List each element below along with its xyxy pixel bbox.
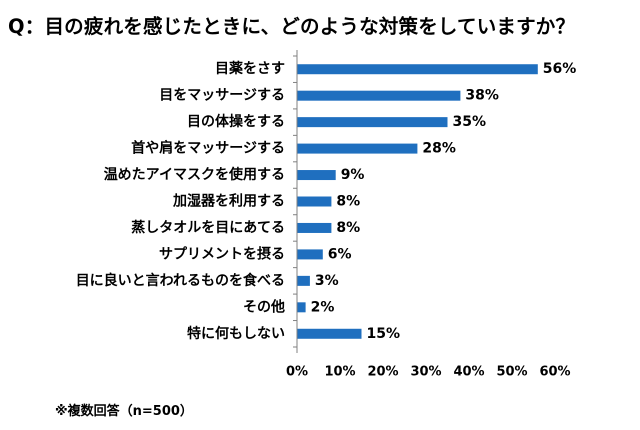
x-tick-label: 30%: [410, 365, 441, 380]
bar: [297, 196, 332, 207]
category-label: 目の体操をする: [187, 113, 285, 130]
x-tick-label: 60%: [539, 365, 570, 380]
value-label: 3%: [315, 273, 339, 289]
category-label: 温めたアイマスクを使用する: [104, 166, 285, 183]
bar: [297, 117, 448, 128]
value-label: 9%: [341, 167, 365, 183]
bar: [297, 90, 461, 101]
value-label: 35%: [453, 114, 487, 130]
x-tick-label: 40%: [453, 365, 484, 380]
category-label: 加湿器を利用する: [172, 193, 285, 210]
bar: [297, 222, 332, 233]
bars-layer: [297, 64, 538, 339]
bar: [297, 328, 362, 339]
value-labels: 56% 38% 35% 28% 9% 8% 8% 6% 3% 2% 15%: [311, 61, 577, 342]
category-label: 目に良いと言われるものを食べる: [76, 272, 285, 289]
chart-title: Q：目の疲れを感じたときに、どのような対策をしていますか？: [8, 15, 576, 38]
value-label: 28%: [422, 141, 456, 157]
value-label: 38%: [465, 88, 499, 104]
value-label: 2%: [311, 299, 335, 315]
category-label: 首や肩をマッサージする: [131, 140, 285, 157]
tick-labels: 0% 10% 20% 30% 40% 50% 60%: [286, 365, 571, 380]
x-tick-label: 10%: [324, 365, 355, 380]
x-tick-label: 0%: [286, 365, 308, 380]
category-label: その他: [243, 298, 285, 315]
x-tick-label: 20%: [367, 365, 398, 380]
category-label: 目をマッサージする: [159, 88, 285, 104]
bar: [297, 143, 418, 154]
category-label: サプリメントを摂る: [159, 245, 285, 262]
bar: [297, 275, 310, 286]
value-label: 6%: [328, 246, 352, 262]
value-label: 56%: [543, 61, 577, 77]
bar: [297, 302, 306, 313]
value-label: 15%: [367, 326, 401, 342]
value-label: 8%: [336, 220, 360, 236]
category-label: 蒸しタオルを目にあてる: [131, 219, 285, 236]
category-label: 目薬をさす: [215, 60, 285, 77]
x-tick-label: 50%: [496, 365, 527, 380]
category-labels: 目薬をさす目をマッサージする目の体操をする首や肩をマッサージする温めたアイマスク…: [76, 60, 285, 342]
category-label: 特に何もしない: [187, 325, 285, 342]
axes: [293, 50, 298, 353]
bar-chart: 目薬をさす目をマッサージする目の体操をする首や肩をマッサージする温めたアイマスク…: [76, 50, 577, 380]
sample-note: ※複数回答（n=500）: [55, 404, 193, 419]
value-label: 8%: [336, 194, 360, 210]
bar: [297, 249, 323, 260]
bar: [297, 170, 336, 181]
bar: [297, 64, 538, 75]
